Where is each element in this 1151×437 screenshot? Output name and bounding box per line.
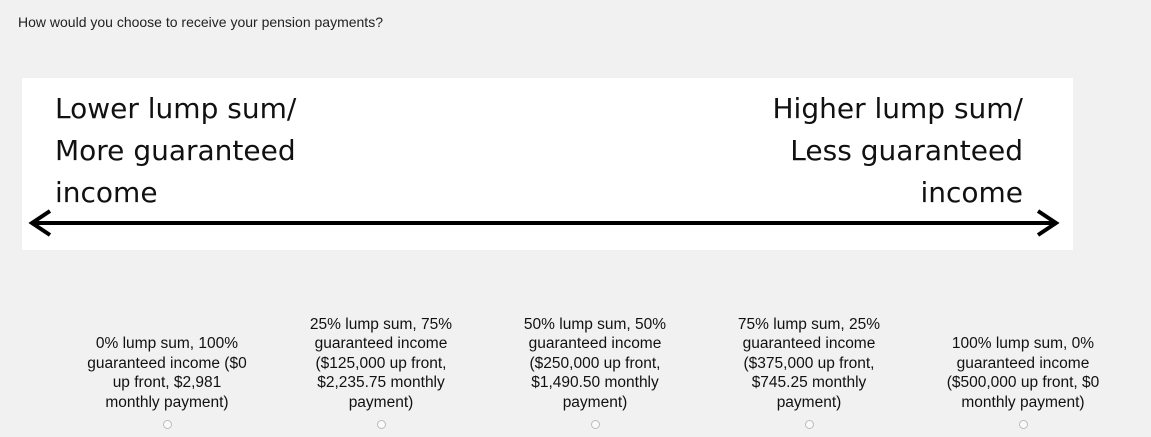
option-line: monthly payment): [961, 393, 1085, 411]
option-line: payment): [776, 393, 842, 411]
option: 0% lump sum, 100% guaranteed income ($0 up…: [60, 290, 274, 435]
right-label: Higher lump sum/Less guaranteed income: [772, 88, 1023, 214]
option-line: payment): [348, 393, 414, 411]
option-text: 50% lump sum, 50% guaranteed income ($250,…: [524, 315, 666, 413]
option-line: guaranteed income: [314, 335, 448, 352]
label-line: Lower lump sum/: [55, 92, 297, 125]
radio-button[interactable]: [590, 420, 600, 429]
option: 75% lump sum, 25% guaranteed income ($375,…: [702, 290, 916, 435]
options: 0% lump sum, 100% guaranteed income ($0 up…: [60, 290, 1130, 435]
option-line: 50% lump sum, 50%: [523, 315, 667, 333]
option-text: 75% lump sum, 25% guaranteed income ($375,…: [738, 315, 880, 413]
radio-button[interactable]: [376, 420, 386, 429]
option-line: ($375,000 up front,: [743, 354, 875, 372]
scale-box: Lower lump sum/More guaranteed income Hig…: [22, 78, 1073, 250]
label-line: income: [55, 176, 158, 209]
option: 25% lump sum, 75% guaranteed income ($125,…: [274, 290, 488, 435]
option-line: $2,235.75 monthly: [317, 374, 445, 391]
option-line: 0% lump sum, 100%: [95, 335, 239, 352]
option: 100% lump sum, 0% guaranteed income ($500,…: [916, 290, 1130, 435]
option-line: ($250,000 up front,: [529, 354, 661, 372]
label-line: Higher lump sum/: [772, 92, 1023, 125]
option-text: 25% lump sum, 75% guaranteed income ($125,…: [310, 315, 452, 413]
option-line: 75% lump sum, 25%: [737, 315, 881, 333]
option-line: $1,490.50 monthly: [531, 374, 659, 391]
radio-button[interactable]: [804, 420, 814, 429]
radio-button[interactable]: [1018, 420, 1028, 429]
option-line: payment): [562, 393, 628, 411]
left-label: Lower lump sum/More guaranteed income: [55, 88, 296, 214]
label-line: income: [920, 176, 1023, 209]
label-line: Less guaranteed: [790, 134, 1023, 167]
option-line: ($125,000 up front,: [315, 354, 447, 372]
scale-arrow: [28, 209, 1060, 237]
option-text: 100% lump sum, 0% guaranteed income ($500,…: [947, 334, 1100, 412]
option-line: up front, $2,981: [112, 374, 222, 391]
option-line: guaranteed income: [742, 335, 876, 352]
option-text: 0% lump sum, 100% guaranteed income ($0 up…: [87, 334, 246, 412]
option-line: guaranteed income: [956, 354, 1090, 372]
option-line: guaranteed income ($0: [87, 354, 247, 372]
option-line: 100% lump sum, 0%: [951, 335, 1095, 352]
option-line: monthly payment): [105, 393, 229, 411]
option-line: guaranteed income: [528, 335, 662, 352]
label-line: More guaranteed: [55, 134, 296, 167]
option: 50% lump sum, 50% guaranteed income ($250,…: [488, 290, 702, 435]
question: How would you choose to receive your pen…: [18, 14, 383, 30]
radio-button[interactable]: [162, 420, 172, 429]
option-line: $745.25 monthly: [751, 374, 867, 391]
option-line: ($500,000 up front, $0: [946, 374, 1100, 391]
option-line: 25% lump sum, 75%: [309, 315, 453, 333]
